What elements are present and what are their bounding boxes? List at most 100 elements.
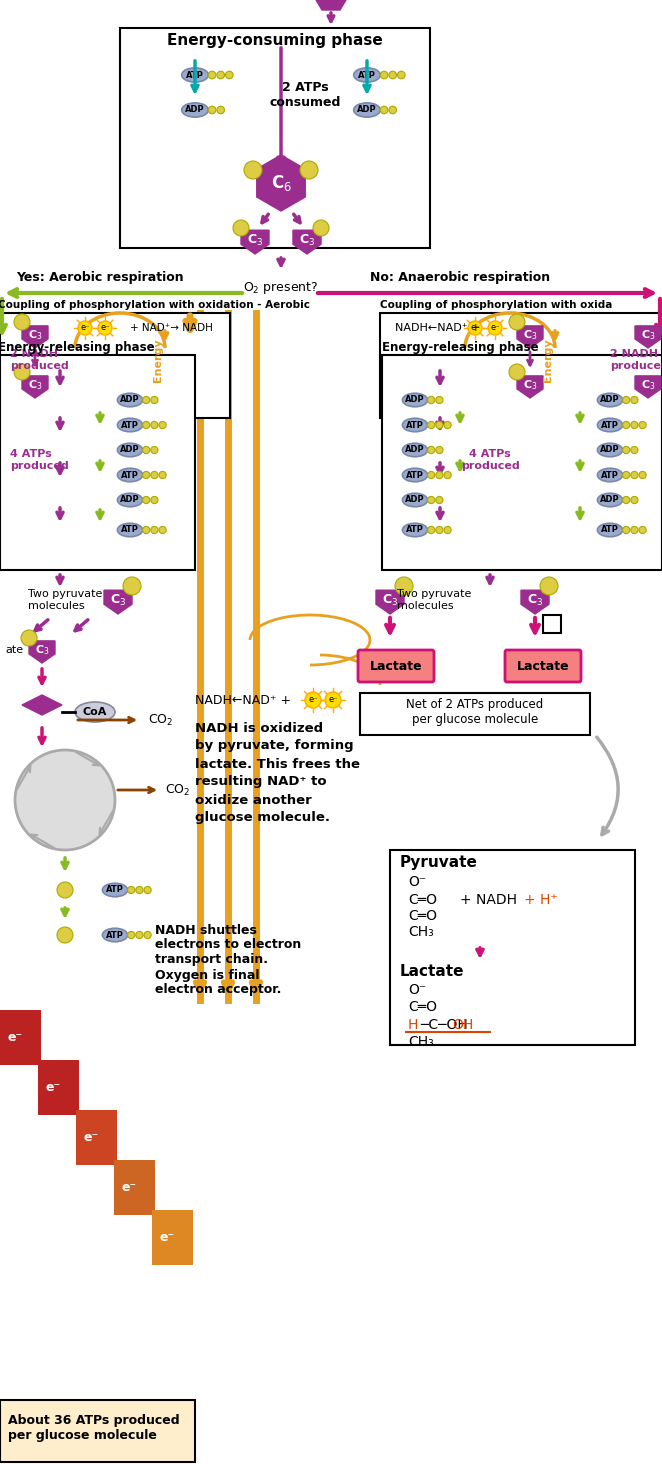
Polygon shape bbox=[635, 376, 661, 398]
Circle shape bbox=[217, 72, 224, 79]
Text: C$_3$: C$_3$ bbox=[110, 593, 126, 608]
Text: e⁻: e⁻ bbox=[100, 324, 110, 332]
Text: ATP: ATP bbox=[601, 420, 619, 429]
Circle shape bbox=[428, 471, 435, 479]
Circle shape bbox=[622, 471, 630, 479]
Text: C═O: C═O bbox=[408, 893, 437, 908]
Text: ADP: ADP bbox=[600, 395, 620, 404]
Ellipse shape bbox=[597, 394, 622, 407]
Text: Two pyruvate
molecules: Two pyruvate molecules bbox=[397, 589, 471, 610]
Bar bbox=[0, 313, 230, 419]
Bar bbox=[0, 354, 195, 569]
Text: Yes: Aerobic respiration: Yes: Aerobic respiration bbox=[16, 271, 184, 284]
Bar bbox=[0, 1400, 195, 1463]
Polygon shape bbox=[293, 230, 321, 253]
Circle shape bbox=[631, 422, 638, 429]
Text: C═O: C═O bbox=[408, 909, 437, 922]
Ellipse shape bbox=[117, 468, 142, 482]
Ellipse shape bbox=[597, 493, 622, 507]
Text: 2 NADH
produced: 2 NADH produced bbox=[10, 350, 69, 370]
Circle shape bbox=[444, 422, 451, 429]
Text: Lactate: Lactate bbox=[516, 659, 569, 672]
Text: lactate. This frees the: lactate. This frees the bbox=[195, 757, 360, 770]
Circle shape bbox=[217, 107, 224, 114]
Text: C$_3$: C$_3$ bbox=[247, 233, 263, 247]
Circle shape bbox=[631, 496, 638, 504]
Circle shape bbox=[622, 422, 630, 429]
Text: ADP: ADP bbox=[357, 105, 377, 114]
Text: OH: OH bbox=[452, 1017, 473, 1032]
Text: C$_3$: C$_3$ bbox=[34, 643, 49, 657]
Circle shape bbox=[136, 931, 143, 938]
Text: C$_3$: C$_3$ bbox=[641, 328, 655, 343]
Text: e⁻: e⁻ bbox=[122, 1181, 137, 1195]
Text: NADH shuttles
electrons to electron
transport chain.
Oxygen is final
electron ac: NADH shuttles electrons to electron tran… bbox=[155, 924, 301, 997]
Circle shape bbox=[389, 107, 397, 114]
Ellipse shape bbox=[402, 444, 428, 457]
Circle shape bbox=[436, 447, 443, 454]
Text: C$_3$: C$_3$ bbox=[527, 593, 543, 608]
Ellipse shape bbox=[117, 493, 142, 507]
Text: NADH←NAD⁺ +: NADH←NAD⁺ + bbox=[395, 324, 481, 332]
Bar bbox=[76, 1110, 117, 1165]
Text: ADP: ADP bbox=[405, 495, 425, 505]
Circle shape bbox=[142, 397, 150, 404]
Ellipse shape bbox=[181, 67, 209, 82]
Text: resulting NAD⁺ to: resulting NAD⁺ to bbox=[195, 776, 326, 789]
Bar bbox=[390, 851, 635, 1045]
Text: ATP: ATP bbox=[358, 70, 376, 79]
Text: by pyruvate, forming: by pyruvate, forming bbox=[195, 739, 354, 752]
Text: CH₃: CH₃ bbox=[408, 1035, 434, 1050]
Text: ATP: ATP bbox=[106, 886, 124, 895]
Circle shape bbox=[639, 527, 646, 533]
Ellipse shape bbox=[597, 444, 622, 457]
Polygon shape bbox=[22, 326, 48, 348]
Circle shape bbox=[142, 496, 150, 504]
Bar bbox=[152, 1211, 193, 1265]
Circle shape bbox=[622, 447, 630, 454]
Circle shape bbox=[144, 931, 151, 938]
Text: Lactate: Lactate bbox=[400, 965, 465, 979]
Text: C$_3$: C$_3$ bbox=[641, 378, 655, 392]
Circle shape bbox=[622, 397, 630, 404]
Text: e⁻: e⁻ bbox=[84, 1132, 99, 1143]
FancyBboxPatch shape bbox=[358, 650, 434, 682]
Circle shape bbox=[151, 496, 158, 504]
Polygon shape bbox=[521, 590, 549, 613]
Text: C$_3$: C$_3$ bbox=[523, 328, 538, 343]
Bar bbox=[360, 692, 590, 735]
Circle shape bbox=[313, 220, 329, 236]
Text: oxidize another: oxidize another bbox=[195, 793, 312, 807]
Text: Energy-consuming phase: Energy-consuming phase bbox=[167, 32, 383, 47]
Text: ADP: ADP bbox=[185, 105, 205, 114]
Circle shape bbox=[509, 365, 525, 381]
Circle shape bbox=[389, 72, 397, 79]
Text: ADP: ADP bbox=[405, 395, 425, 404]
Text: 2 NADH
produced: 2 NADH produced bbox=[610, 350, 662, 370]
Text: 4 ATPs
produced: 4 ATPs produced bbox=[10, 449, 69, 471]
Circle shape bbox=[639, 422, 646, 429]
Circle shape bbox=[128, 931, 135, 938]
Circle shape bbox=[397, 72, 405, 79]
Circle shape bbox=[233, 220, 249, 236]
Text: ADP: ADP bbox=[600, 495, 620, 505]
Ellipse shape bbox=[103, 883, 128, 897]
Text: + H⁺: + H⁺ bbox=[524, 893, 557, 908]
Polygon shape bbox=[257, 155, 305, 211]
Text: O$_2$ present?: O$_2$ present? bbox=[244, 280, 318, 296]
Text: 4 ATPs
produced: 4 ATPs produced bbox=[461, 449, 520, 471]
Ellipse shape bbox=[402, 468, 428, 482]
Text: C$_3$: C$_3$ bbox=[299, 233, 315, 247]
Text: e⁻: e⁻ bbox=[46, 1080, 61, 1094]
Circle shape bbox=[144, 886, 151, 893]
Text: CO$_2$: CO$_2$ bbox=[148, 713, 173, 728]
Circle shape bbox=[444, 527, 451, 533]
Circle shape bbox=[428, 422, 435, 429]
Circle shape bbox=[151, 471, 158, 479]
Circle shape bbox=[128, 886, 135, 893]
Polygon shape bbox=[104, 590, 132, 613]
Circle shape bbox=[78, 321, 92, 335]
Text: O⁻: O⁻ bbox=[408, 982, 426, 997]
Polygon shape bbox=[316, 0, 346, 10]
Text: C$_3$: C$_3$ bbox=[28, 328, 42, 343]
